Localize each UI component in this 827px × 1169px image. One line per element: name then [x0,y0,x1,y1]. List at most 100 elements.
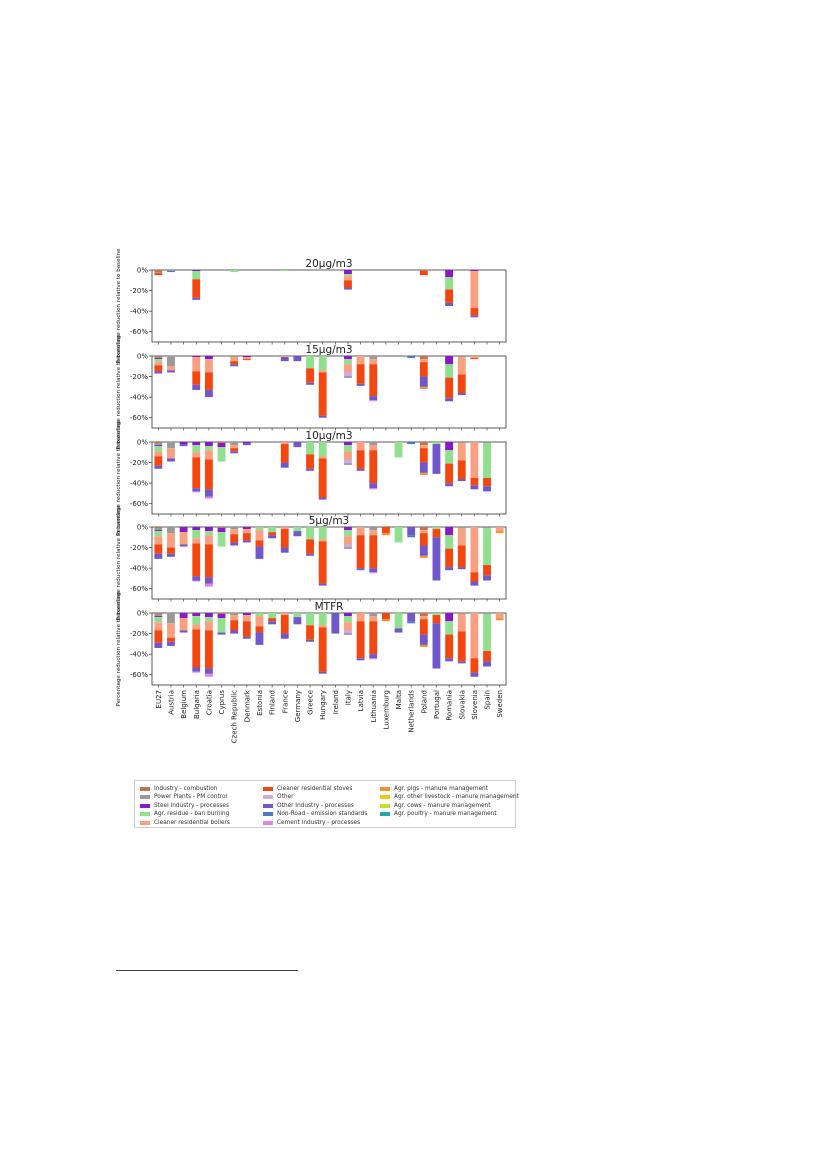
bar-segment-pigs [419,555,428,558]
bar-segment-stove [369,621,378,655]
bar-segment-oind [457,661,466,664]
bar-segment-stove [318,541,327,584]
bar-segment-stove [318,372,327,416]
bar-segment-steel [204,613,213,618]
bar-segment-nonroad [407,356,416,359]
bar-segment-stove [255,626,264,633]
bar-segment-boil [242,615,251,622]
bar-segment-boil [167,448,175,459]
bar-segment-agres [483,443,491,478]
bar-segment-boil [356,613,365,622]
bar-segment-oind [318,671,327,674]
bar-segment-pp [369,613,378,617]
country-label: Germany [294,690,302,722]
bar-segment-pigs [419,472,428,475]
bar-segment-oind [457,393,466,396]
bar-segment-oind [306,553,314,556]
bar-segment-stove [419,271,428,276]
bar-segment-oind [268,621,277,625]
bar-segment-stove [230,361,239,365]
bar-segment-boil [230,529,239,535]
panel-title: 20µg/m3 [305,258,352,270]
bar-segment-steel [154,358,163,360]
bar-segment-agres [217,618,226,633]
bar-segment-ind [217,442,226,444]
bar-segment-steel [179,613,188,619]
legend-item: Agr. poultry - manure management [380,810,497,819]
bar-segment-pigs [419,644,428,647]
country-label: Spain [484,690,492,710]
bar-segment-oind [306,468,314,471]
country-label: Greece [307,690,315,715]
bar-segment-stove [344,280,352,288]
legend-swatch [380,786,390,791]
bar-segment-agres [280,270,289,272]
bar-segment-oind [356,383,365,386]
y-tick-label: -40% [130,308,148,316]
legend-item: Other Industry - processes [263,801,354,810]
bar-segment-oind [445,483,454,487]
bar-segment-agres [344,274,352,277]
legend-swatch [263,786,273,791]
country-label: Czech Republic [231,690,239,743]
bar-segment-oind [344,463,352,465]
bar-segment-oind [192,384,201,390]
bar-segment-ind [419,270,428,272]
bar-segment-oind [470,315,479,318]
bar-segment-oind [356,658,365,661]
bar-segment-oind [331,613,340,634]
legend-label: Other [277,794,294,801]
bar-segment-steel [204,527,213,532]
bar-segment-agres [483,614,491,652]
country-label: Italy [344,690,352,705]
bar-segment-agres [204,446,213,451]
bar-segment-pp [457,356,466,358]
y-tick-label: -60% [130,671,148,679]
bar-segment-ind [419,356,428,360]
bar-segment-oind [204,577,213,584]
bar-segment-pp [167,270,175,272]
bar-segment-stove [470,308,479,316]
bar-segment-boil [419,616,428,620]
bar-segment-nonroad [407,535,416,538]
bar-segment-stove [280,615,289,634]
bar-segment-boil [495,613,504,619]
legend-label: Agr. residue - ban burning [154,811,230,818]
legend-swatch [140,820,150,825]
bar-segment-oind [419,545,428,556]
bar-segment-oind [192,667,201,672]
y-axis-label: Percentage reduction relative to baselin… [116,248,122,364]
bar-segment-boil [154,622,163,631]
bar-segment-agres [154,446,163,452]
bar-segment-stove [356,450,365,469]
bar-segment-oind [369,483,378,489]
bar-segment-oind [167,458,175,462]
bar-segment-boil [470,527,479,573]
bar-segment-boil [230,445,239,449]
bar-segment-oind [255,546,264,559]
legend-item: Cleaner residential stoves [263,784,352,793]
country-label: Finland [269,690,277,715]
bar-segment-agres [344,616,352,623]
bar-segment-steel [192,527,201,531]
bar-segment-stove [381,613,390,620]
bar-segment-steel [242,356,251,358]
bar-segment-boil [192,357,201,372]
legend-swatch [380,812,390,817]
y-tick-label: -20% [130,287,148,295]
legend-swatch [380,803,390,808]
bar-segment-stove [192,279,201,298]
bar-segment-oind [242,636,251,639]
bar-segment-stove [230,620,239,631]
bar-segment-agres [432,613,441,616]
bar-segment-oind [432,537,441,581]
bar-segment-oind [167,370,175,373]
bar-segment-boil [167,533,175,548]
panel-frame [151,269,507,343]
footnote-separator [116,970,298,971]
bar-segment-pp [457,442,466,444]
bar-segment-oind [293,442,302,448]
bar-segment-oind [356,468,365,471]
bar-segment-other [344,630,352,634]
panel-frame [151,441,507,515]
